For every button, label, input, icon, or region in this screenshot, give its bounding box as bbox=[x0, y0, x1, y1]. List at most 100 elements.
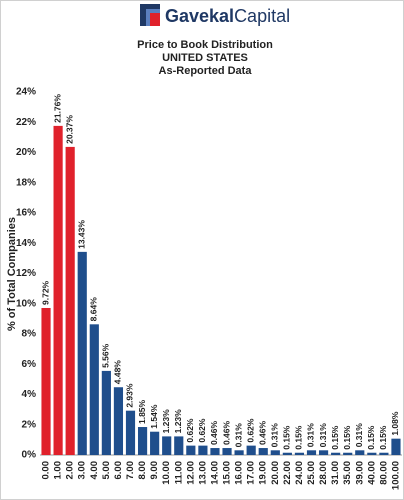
value-label: 0.62% bbox=[197, 418, 207, 443]
y-tick-label: 18% bbox=[16, 177, 36, 188]
value-label: 9.72% bbox=[40, 280, 50, 305]
bar bbox=[391, 438, 401, 455]
bar bbox=[210, 448, 220, 455]
y-tick-label: 14% bbox=[16, 238, 36, 249]
y-tick-label: 22% bbox=[16, 117, 36, 128]
x-tick-label: 24.00 bbox=[294, 461, 305, 485]
x-tick-label: 22.00 bbox=[282, 461, 293, 485]
value-label: 0.31% bbox=[354, 423, 364, 448]
x-tick-label: 28.00 bbox=[318, 461, 329, 485]
x-tick-label: 15.00 bbox=[222, 461, 233, 485]
bar bbox=[294, 452, 305, 455]
value-label: 0.31% bbox=[270, 423, 280, 448]
value-label: 0.15% bbox=[342, 425, 352, 450]
value-label: 1.54% bbox=[149, 404, 159, 429]
bar bbox=[65, 146, 75, 455]
bar bbox=[270, 450, 280, 455]
y-tick-label: 20% bbox=[16, 147, 36, 158]
value-label: 21.76% bbox=[52, 94, 62, 123]
x-tick-label: 17.00 bbox=[246, 461, 257, 485]
bar bbox=[101, 370, 111, 455]
value-label: 0.62% bbox=[245, 418, 255, 443]
y-tick-label: 2% bbox=[22, 419, 37, 430]
value-label: 0.46% bbox=[209, 420, 219, 445]
bar bbox=[306, 450, 317, 455]
bar bbox=[343, 452, 353, 455]
bar bbox=[150, 431, 160, 455]
bar bbox=[367, 452, 377, 455]
value-label: 8.64% bbox=[89, 297, 99, 322]
chart-title: Price to Book Distribution bbox=[137, 39, 273, 51]
value-label: 20.37% bbox=[64, 115, 74, 144]
bar bbox=[318, 450, 329, 455]
x-tick-label: 20.00 bbox=[270, 461, 281, 485]
value-label: 0.31% bbox=[318, 423, 328, 448]
y-tick-label: 0% bbox=[22, 450, 37, 461]
logo: GavekalCapital bbox=[165, 6, 290, 26]
bar bbox=[53, 125, 63, 455]
x-tick-label: 100.00 bbox=[390, 461, 401, 490]
value-label: 5.56% bbox=[101, 343, 111, 368]
x-tick-label: 80.00 bbox=[378, 461, 389, 485]
value-label: 0.15% bbox=[366, 425, 376, 450]
chart-subtitle: UNITED STATES bbox=[162, 52, 248, 64]
bar bbox=[222, 448, 232, 455]
bar bbox=[186, 445, 196, 455]
chart-subtitle: As-Reported Data bbox=[159, 65, 253, 77]
bar bbox=[174, 436, 184, 455]
logo-part: Capital bbox=[234, 6, 290, 26]
x-tick-label: 12.00 bbox=[185, 461, 196, 485]
value-label: 1.23% bbox=[161, 409, 171, 434]
x-tick-label: 10.00 bbox=[161, 461, 172, 485]
value-label: 1.85% bbox=[137, 399, 147, 424]
x-tick-label: 0.00 bbox=[41, 461, 52, 480]
x-tick-label: 35.00 bbox=[342, 461, 353, 485]
x-tick-label: 31.00 bbox=[330, 461, 341, 485]
bar bbox=[89, 324, 99, 455]
value-label: 0.62% bbox=[185, 418, 195, 443]
y-tick-label: 24% bbox=[16, 87, 36, 98]
bar bbox=[137, 427, 148, 455]
value-label: 0.46% bbox=[221, 420, 231, 445]
x-tick-label: 19.00 bbox=[258, 461, 269, 485]
logo-icon bbox=[140, 4, 160, 26]
y-tick-label: 4% bbox=[22, 389, 37, 400]
y-axis-label: % of Total Companies bbox=[6, 217, 18, 331]
x-tick-label: 40.00 bbox=[366, 461, 377, 485]
value-label: 0.15% bbox=[282, 425, 292, 450]
x-tick-label: 3.00 bbox=[77, 461, 88, 480]
bar bbox=[113, 387, 124, 455]
x-tick-label: 9.00 bbox=[149, 461, 160, 480]
y-tick-label: 8% bbox=[22, 329, 37, 340]
bar bbox=[331, 452, 341, 455]
bar bbox=[246, 445, 256, 455]
y-tick-label: 12% bbox=[16, 268, 36, 279]
value-label: 0.31% bbox=[306, 423, 316, 448]
value-label: 13.43% bbox=[76, 220, 86, 249]
x-tick-label: 39.00 bbox=[354, 461, 365, 485]
value-label: 0.15% bbox=[378, 425, 388, 450]
bar bbox=[282, 452, 292, 455]
logo-part: Gavekal bbox=[165, 6, 234, 26]
value-label: 0.31% bbox=[233, 423, 243, 448]
value-label: 2.93% bbox=[125, 383, 135, 408]
x-tick-label: 7.00 bbox=[125, 461, 136, 480]
y-tick-label: 16% bbox=[16, 208, 36, 219]
bar bbox=[234, 450, 244, 455]
value-label: 0.15% bbox=[294, 425, 304, 450]
bar bbox=[198, 445, 208, 455]
y-tick-label: 10% bbox=[16, 298, 36, 309]
x-tick-label: 25.00 bbox=[306, 461, 317, 485]
bar bbox=[162, 436, 172, 455]
bar bbox=[355, 450, 365, 455]
bar bbox=[258, 448, 268, 455]
bar bbox=[77, 251, 87, 455]
bar bbox=[379, 452, 389, 455]
x-tick-label: 6.00 bbox=[113, 461, 124, 480]
x-tick-label: 5.00 bbox=[101, 461, 112, 480]
bar bbox=[125, 410, 136, 455]
x-tick-label: 16.00 bbox=[234, 461, 245, 485]
value-label: 1.23% bbox=[173, 409, 183, 434]
value-label: 0.15% bbox=[330, 425, 340, 450]
